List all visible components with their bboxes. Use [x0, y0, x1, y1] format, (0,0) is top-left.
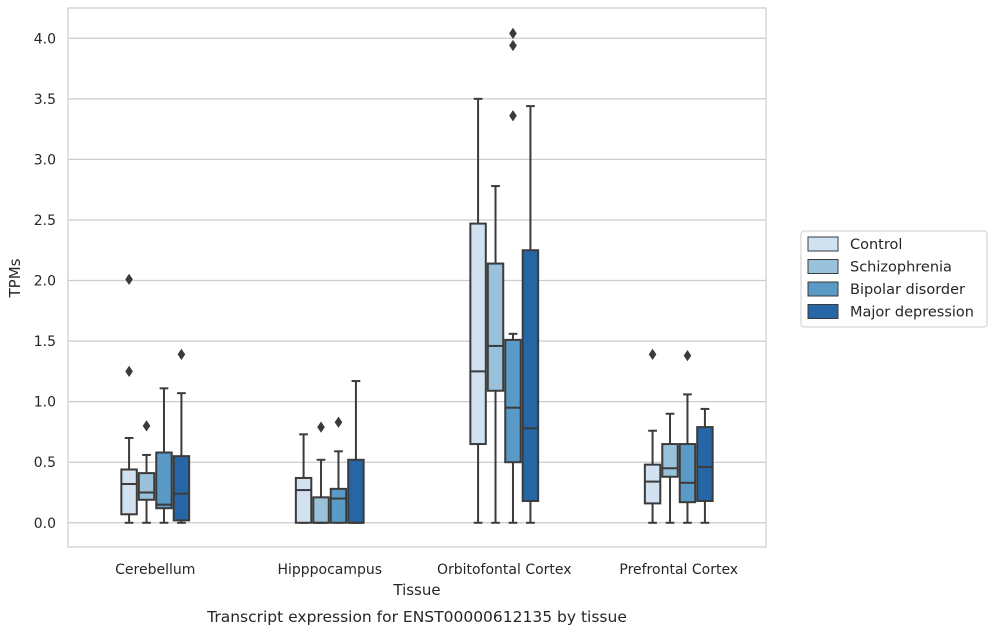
y-axis-label: TPMs — [6, 258, 24, 298]
box-iqr — [172, 455, 191, 522]
box-iqr — [120, 468, 138, 516]
box-3-2 — [678, 349, 697, 524]
outlier-point — [125, 273, 133, 285]
outlier-point — [509, 39, 517, 52]
legend-swatch — [807, 259, 839, 274]
box-iqr — [661, 443, 679, 478]
box-1-2 — [329, 416, 348, 524]
box-iqr — [155, 451, 173, 510]
box-iqr — [678, 443, 697, 504]
y-tick-label: 3.5 — [34, 92, 56, 108]
legend-label: Bipolar disorder — [850, 282, 965, 298]
legend-items: Control Schizophrenia Bipolar disorder Majo… — [807, 236, 974, 321]
outlier-point — [683, 349, 692, 362]
outlier-point — [142, 420, 151, 432]
box-2-2 — [504, 27, 522, 524]
box-0-3 — [172, 348, 191, 524]
outlier-point — [509, 27, 517, 40]
box-1-1 — [312, 421, 330, 524]
y-tick-label: 1.5 — [34, 334, 56, 350]
box-1-0 — [294, 433, 313, 524]
outlier-point — [509, 110, 517, 122]
legend-label: Schizophrenia — [850, 260, 952, 276]
y-tick-label: 2.0 — [34, 274, 56, 290]
box-0-1 — [137, 420, 156, 524]
y-tick-label: 0.0 — [34, 516, 56, 532]
box-iqr — [643, 463, 662, 505]
outlier-point — [125, 365, 133, 377]
x-axis-ticks: Cerebellum Hipppocampus Orbitofontal Corte… — [115, 562, 738, 578]
y-tick-label: 4.0 — [34, 31, 56, 47]
x-axis-label: Tissue — [392, 581, 440, 599]
box-iqr — [486, 262, 505, 392]
box-0-0 — [120, 273, 138, 524]
legend-label: Control — [850, 237, 902, 253]
legend-frame — [800, 230, 988, 328]
chart-caption: Transcript expression for ENST0000061213… — [206, 608, 627, 626]
box-iqr — [521, 249, 540, 502]
legend-label: Major depression — [850, 305, 974, 321]
outlier-point — [177, 348, 186, 361]
legend: Control Schizophrenia Bipolar disorder Majo… — [800, 230, 988, 328]
box-0-2 — [155, 387, 173, 524]
y-tick-label: 2.5 — [34, 213, 56, 229]
legend-swatch — [807, 304, 839, 319]
box-iqr — [696, 426, 714, 502]
plot-area-frame — [67, 7, 767, 548]
y-tick-label: 3.0 — [34, 152, 56, 168]
box-1-3 — [347, 380, 365, 524]
boxes — [120, 27, 714, 524]
box-3-0 — [643, 348, 662, 524]
box-iqr — [312, 496, 330, 524]
x-tick-label: Cerebellum — [115, 562, 195, 578]
box-3-1 — [661, 412, 679, 524]
legend-swatch — [807, 281, 839, 297]
x-tick-label: Orbitofontal Cortex — [437, 562, 572, 578]
outlier-point — [317, 421, 325, 433]
y-axis-ticks: 0.0 0.5 1.0 1.5 2.0 2.5 3.0 3.5 4.0 — [34, 31, 56, 531]
legend-swatch — [807, 236, 839, 252]
box-2-0 — [469, 97, 487, 524]
box-iqr — [347, 458, 365, 524]
outlier-point — [648, 348, 657, 361]
x-tick-label: Hipppocampus — [277, 562, 382, 578]
box-iqr — [329, 487, 348, 524]
box-iqr — [294, 476, 313, 524]
box-2-3 — [521, 105, 540, 524]
box-iqr — [504, 338, 522, 464]
outlier-point — [334, 416, 343, 428]
y-tick-label: 1.0 — [34, 395, 56, 411]
x-tick-label: Prefrontal Cortex — [619, 562, 738, 578]
box-iqr — [469, 222, 487, 446]
y-tick-label: 0.5 — [34, 455, 56, 471]
box-2-1 — [486, 185, 505, 524]
box-3-3 — [696, 407, 714, 524]
box-iqr — [137, 472, 156, 501]
